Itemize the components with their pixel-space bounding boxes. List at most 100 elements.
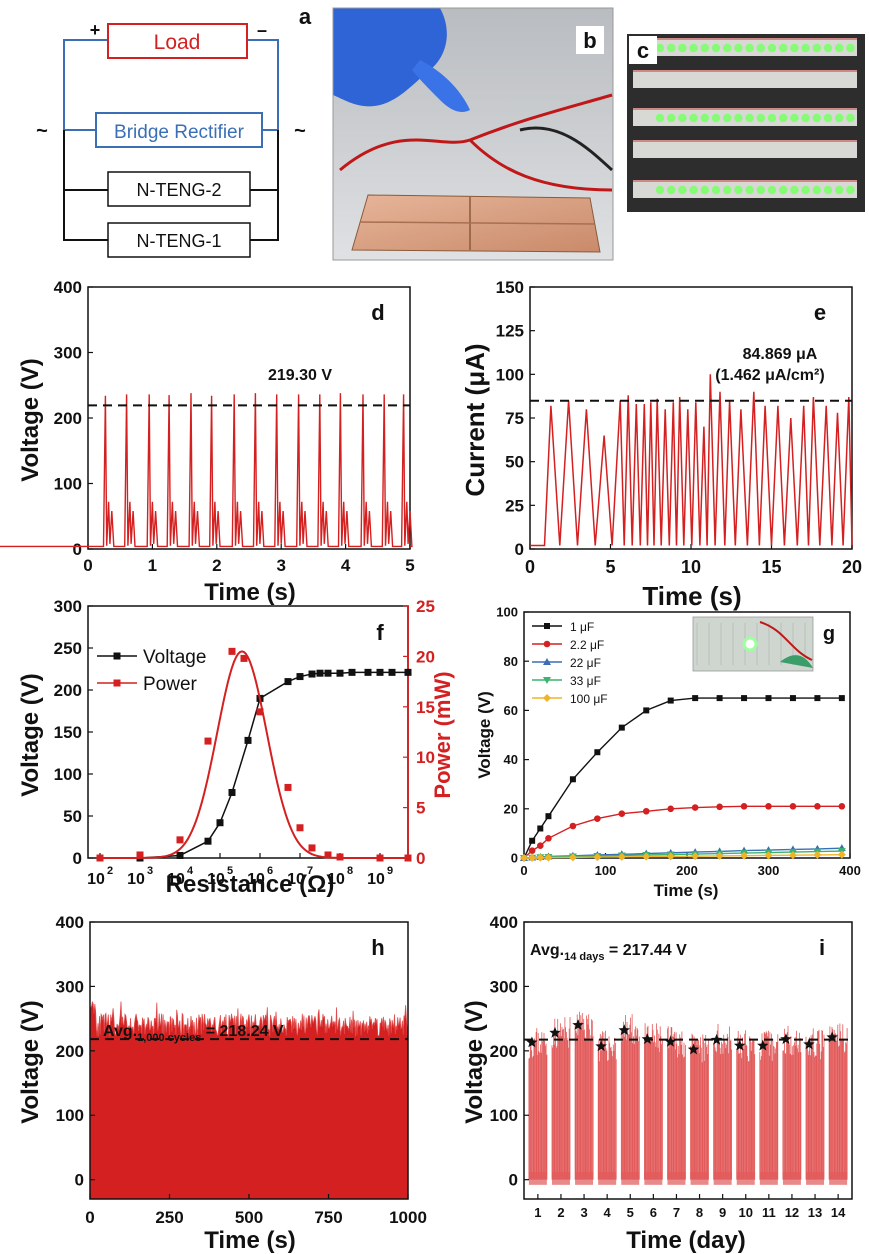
average-annotation: Avg.14 days = 217.44 V (530, 942, 687, 963)
led-glow (700, 43, 709, 53)
x-tick-label: 8 (696, 1205, 703, 1220)
x-tick-label: 10 (207, 871, 225, 888)
power-point (376, 854, 384, 862)
y-tick-label: 100 (496, 605, 518, 620)
x-tick-label: 10 (287, 871, 305, 888)
led-glow (723, 185, 732, 195)
current-series-line (530, 374, 853, 547)
y-tick-label: 100 (490, 1106, 518, 1125)
x-tick-exponent: 9 (387, 865, 393, 877)
y-tick-label: 300 (56, 977, 84, 996)
voltage-point (216, 819, 224, 827)
power-point (176, 836, 184, 844)
legend-power-label: Power (143, 674, 198, 695)
led-glow (756, 185, 765, 195)
legend-voltage-marker (113, 652, 121, 660)
voltage-point (228, 788, 236, 796)
led-glow (835, 113, 844, 123)
y-tick-label: 50 (63, 807, 82, 826)
series-point (618, 810, 626, 818)
y-axis-title: Voltage (V) (475, 691, 494, 779)
x-tick-label: 12 (785, 1205, 799, 1220)
led-glow (734, 43, 743, 53)
panel-letter-d: d (371, 300, 384, 325)
led-glow (711, 113, 721, 123)
series-point (691, 804, 699, 811)
teng-wire (63, 130, 279, 241)
photo-frame (332, 7, 614, 261)
panel-letter-f: f (376, 620, 384, 645)
series-point (789, 695, 796, 702)
power-fit-curve (100, 650, 406, 859)
x-tick-label: 100 (595, 863, 617, 878)
load-box (107, 23, 248, 59)
daily-average-star (803, 1038, 815, 1050)
x-tick-label: 5 (405, 556, 414, 575)
series-point (594, 749, 601, 756)
power-point (96, 854, 104, 862)
panel-c-letter-bg (629, 36, 657, 64)
x-axis-title: Time (day) (626, 1227, 746, 1254)
led-glow (689, 185, 698, 195)
y-tick-label: 400 (56, 913, 84, 932)
black-wire (519, 126, 614, 172)
series-line (523, 805, 842, 859)
led-glow (756, 113, 765, 123)
x-tick-label: 0 (83, 556, 92, 575)
legend-label: 100 μF (570, 692, 608, 706)
x-tick-label: 10 (327, 871, 345, 888)
teng1-label: N-TENG-1 (137, 231, 222, 251)
teng2-box (107, 171, 251, 207)
x-axis-title: Time (s) (204, 579, 296, 606)
y-tick-label: 200 (54, 681, 82, 700)
voltage-point (308, 670, 316, 678)
average-annotation: 219.30 V (268, 367, 332, 384)
series-point (765, 695, 772, 702)
x-tick-label: 14 (831, 1205, 846, 1220)
daily-average-star (641, 1033, 654, 1045)
voltage-point (336, 669, 344, 677)
series-point (594, 815, 601, 822)
breadboard-strip (633, 140, 857, 158)
daily-average-star (664, 1035, 677, 1047)
tilde-left: ~ (36, 120, 48, 142)
panel-b-photo: b (332, 7, 614, 261)
y-tick-label: 200 (54, 409, 82, 428)
series-point (667, 805, 674, 813)
y-tick-label: 100 (56, 1106, 84, 1125)
led-glow (823, 113, 833, 123)
daily-average-star (780, 1033, 792, 1045)
panel-letter-h: h (371, 935, 384, 960)
series-point (740, 803, 748, 810)
voltage-point (244, 736, 252, 744)
series-point (544, 623, 550, 629)
panel-b-letter-bg (576, 26, 604, 54)
led-glow (711, 43, 721, 53)
x-tick-label: 1 (534, 1205, 541, 1220)
led-glow (767, 185, 777, 195)
voltage-point (176, 851, 184, 859)
breadboard-strips (633, 38, 857, 198)
y-tick-label: 200 (56, 1042, 84, 1061)
led-glow (745, 113, 754, 123)
y-tick-label: 400 (490, 913, 518, 932)
series-point (529, 837, 536, 844)
y-tick-label: 0 (75, 1171, 84, 1190)
y2-tick-label: 0 (416, 849, 425, 868)
x-tick-label: 4 (604, 1205, 612, 1220)
power-point (228, 647, 236, 655)
x-tick-label: 10 (367, 871, 385, 888)
series-point (617, 852, 626, 861)
y-tick-label: 200 (490, 1042, 518, 1061)
legend-label: 33 μF (570, 674, 601, 688)
x-tick-label: 400 (839, 863, 861, 878)
power-point (336, 853, 344, 861)
inset-led (742, 636, 758, 652)
led-glow (846, 43, 855, 53)
series-point (838, 695, 845, 702)
y-tick-label: 300 (490, 977, 518, 996)
x-tick-label: 1000 (389, 1208, 427, 1227)
series-point (741, 695, 748, 702)
